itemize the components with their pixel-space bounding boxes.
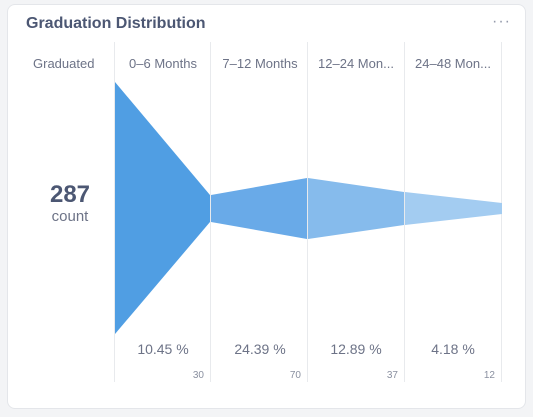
funnel-total: 287 count (30, 182, 110, 226)
step-count-1: 70 (289, 370, 301, 381)
step-percent-3: 4.18 % (431, 341, 475, 357)
funnel-segment-2[interactable] (308, 178, 404, 239)
card-title[interactable]: Graduation Distribution (26, 15, 206, 32)
funnel-segment-1[interactable] (211, 178, 307, 239)
total-value: 287 (49, 181, 91, 208)
step-count-3: 12 (483, 370, 495, 381)
total-unit: count (51, 208, 89, 225)
column-divider (404, 42, 405, 382)
funnel-segment-0[interactable] (115, 82, 210, 334)
step-percent-1: 24.39 % (234, 341, 286, 357)
step-count-2: 37 (386, 370, 398, 381)
step-count-0: 30 (192, 370, 204, 381)
step-percent-2: 12.89 % (330, 341, 382, 357)
funnel-segment-3[interactable] (405, 192, 502, 225)
column-divider (307, 42, 308, 382)
column-divider (114, 42, 115, 382)
column-divider (210, 42, 211, 382)
step-percent-0: 10.45 % (137, 341, 189, 357)
more-options-icon[interactable]: ··· (492, 13, 511, 30)
